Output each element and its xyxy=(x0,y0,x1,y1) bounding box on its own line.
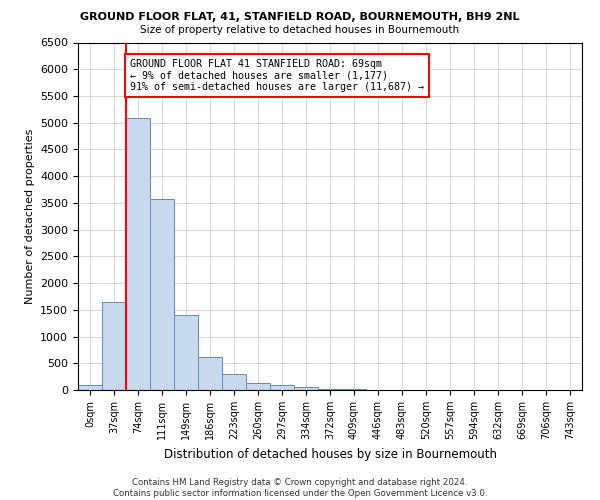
Bar xyxy=(150,198,174,390)
Bar xyxy=(270,384,294,390)
Bar xyxy=(102,302,126,390)
Bar xyxy=(198,357,222,390)
Bar xyxy=(318,389,342,390)
Text: Size of property relative to detached houses in Bournemouth: Size of property relative to detached ho… xyxy=(140,25,460,35)
Text: Contains HM Land Registry data © Crown copyright and database right 2024.
Contai: Contains HM Land Registry data © Crown c… xyxy=(113,478,487,498)
X-axis label: Distribution of detached houses by size in Bournemouth: Distribution of detached houses by size … xyxy=(163,448,497,460)
Bar xyxy=(222,374,246,390)
Bar xyxy=(78,384,102,390)
Y-axis label: Number of detached properties: Number of detached properties xyxy=(25,128,35,304)
Bar xyxy=(174,315,198,390)
Text: GROUND FLOOR FLAT 41 STANFIELD ROAD: 69sqm
← 9% of detached houses are smaller (: GROUND FLOOR FLAT 41 STANFIELD ROAD: 69s… xyxy=(130,58,424,92)
Bar xyxy=(294,387,318,390)
Text: GROUND FLOOR FLAT, 41, STANFIELD ROAD, BOURNEMOUTH, BH9 2NL: GROUND FLOOR FLAT, 41, STANFIELD ROAD, B… xyxy=(80,12,520,22)
Bar xyxy=(246,383,270,390)
Bar xyxy=(126,118,150,390)
